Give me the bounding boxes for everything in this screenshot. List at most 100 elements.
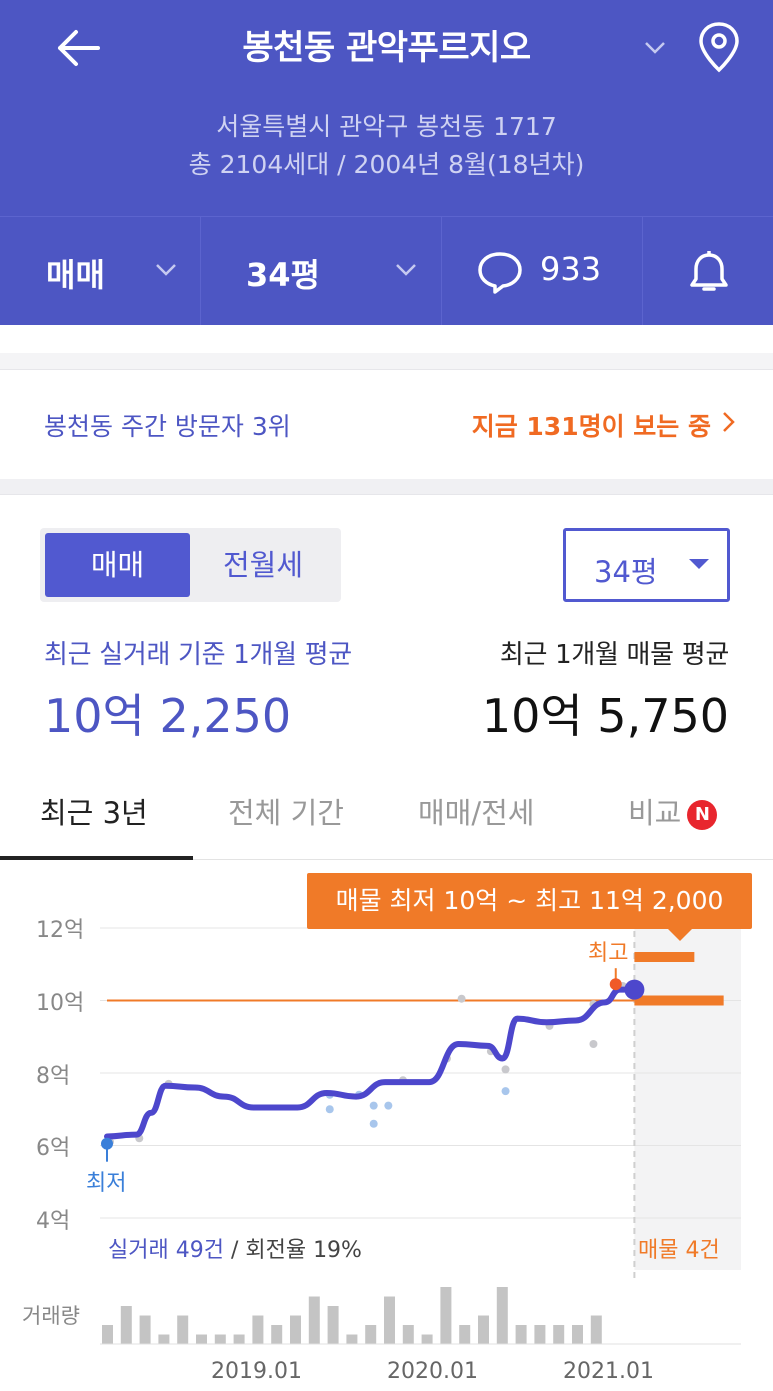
listing-count: 매물 4건 bbox=[638, 1238, 720, 1263]
recent-trade-value: 10억 2,250 bbox=[44, 689, 292, 743]
header-filter-bar: 매매 34평 933 bbox=[0, 216, 773, 326]
volume-bar bbox=[496, 1287, 508, 1344]
volume-bar bbox=[421, 1334, 433, 1344]
bell-icon bbox=[687, 249, 731, 299]
highest-label: 최고 bbox=[588, 941, 629, 966]
chevron-down-icon[interactable] bbox=[640, 34, 670, 62]
transaction-summary: 실거래 49건 / 회전율 19% bbox=[108, 1232, 362, 1264]
volume-bar bbox=[590, 1315, 602, 1344]
y-tick-4: 4억 bbox=[36, 1209, 71, 1234]
current-price-point bbox=[624, 979, 645, 1000]
trade-point bbox=[457, 994, 466, 1003]
caret-down-icon bbox=[689, 559, 709, 569]
trade-point bbox=[589, 1040, 598, 1048]
tab-sale-jeonse[interactable]: 매매/전세 bbox=[418, 796, 535, 830]
address-text: 서울특별시 관악구 봉천동 1717 bbox=[216, 112, 557, 141]
volume-bar bbox=[196, 1334, 207, 1344]
highest-point bbox=[609, 978, 622, 991]
app-header: 봉천동 관악푸르지오 서울특별시 관악구 봉천동 1717 총 2104세대 /… bbox=[0, 0, 773, 326]
section-divider bbox=[0, 479, 773, 495]
trade-point bbox=[501, 1065, 510, 1074]
deal-segment-control: 매매 전월세 bbox=[40, 528, 341, 602]
back-arrow-icon[interactable] bbox=[50, 22, 106, 74]
deal-type-dropdown[interactable]: 매매 bbox=[0, 217, 201, 326]
transaction-count: 실거래 49건 bbox=[108, 1238, 224, 1263]
deal-type-label: 매매 bbox=[46, 256, 105, 294]
visitor-rank: 봉천동 주간 방문자 3위 bbox=[44, 412, 291, 441]
volume-bar bbox=[158, 1334, 170, 1344]
listing-avg-caption: 최근 1개월 매물 평균 bbox=[499, 640, 729, 670]
volume-bar bbox=[459, 1325, 471, 1344]
volume-bar bbox=[308, 1296, 320, 1344]
trade-point bbox=[501, 1087, 510, 1096]
volume-bar bbox=[214, 1334, 226, 1344]
speech-bubble-icon bbox=[476, 249, 524, 299]
listing-zone-background bbox=[634, 920, 741, 1270]
volume-bar bbox=[290, 1315, 301, 1344]
volume-bar bbox=[233, 1334, 245, 1344]
tab-recent-3-years[interactable]: 최근 3년 bbox=[40, 796, 148, 830]
volume-bar bbox=[139, 1315, 151, 1344]
tab-all-period[interactable]: 전체 기간 bbox=[228, 796, 344, 830]
volume-bar bbox=[271, 1325, 283, 1344]
volume-bar bbox=[478, 1315, 489, 1344]
chevron-right-icon bbox=[721, 409, 737, 441]
volume-bar bbox=[384, 1296, 395, 1344]
trade-point bbox=[384, 1101, 393, 1110]
tab-compare-label: 비교 bbox=[628, 796, 682, 830]
size-dropdown[interactable]: 34평 bbox=[201, 217, 442, 326]
volume-bar bbox=[365, 1325, 377, 1344]
trade-point bbox=[325, 1105, 334, 1114]
tab-compare[interactable]: 비교 N bbox=[628, 790, 718, 832]
chevron-down-icon bbox=[392, 257, 420, 285]
size-select[interactable]: 34평 bbox=[563, 528, 730, 602]
size-select-label: 34평 bbox=[594, 555, 658, 589]
segment-sale[interactable]: 매매 bbox=[45, 533, 190, 597]
volume-bar bbox=[515, 1325, 527, 1344]
period-tabs: 최근 3년 전체 기간 매매/전세 비교 N bbox=[0, 770, 773, 860]
volume-bar bbox=[534, 1325, 546, 1344]
size-label: 34평 bbox=[246, 256, 320, 294]
live-viewers-link[interactable]: 지금 131명이 보는 중 bbox=[472, 407, 737, 443]
x-tick-2020: 2020.01 bbox=[387, 1359, 478, 1384]
new-badge: N bbox=[687, 800, 718, 830]
price-trend-line bbox=[104, 986, 638, 1140]
comments-button[interactable]: 933 bbox=[442, 217, 643, 326]
volume-bar bbox=[440, 1287, 452, 1344]
live-viewers-text: 지금 131명이 보는 중 bbox=[471, 412, 711, 441]
y-tick-10: 10억 bbox=[36, 991, 85, 1016]
notification-button[interactable] bbox=[643, 217, 773, 326]
volume-bar bbox=[553, 1325, 565, 1344]
y-tick-8: 8억 bbox=[36, 1064, 71, 1089]
complex-summary: 총 2104세대 / 2004년 8월(18년차) bbox=[188, 150, 585, 179]
volume-bar bbox=[102, 1325, 113, 1344]
price-chart[interactable]: 매물 최저 10억 ~ 최고 11억 2,000 12억 10억 8억 6억 4… bbox=[0, 861, 773, 1391]
volume-bar bbox=[402, 1325, 414, 1344]
volume-bar bbox=[177, 1315, 189, 1344]
x-tick-2021: 2021.01 bbox=[563, 1359, 654, 1384]
listing-price-bar bbox=[634, 952, 695, 962]
volume-bar bbox=[572, 1325, 583, 1344]
volume-bar bbox=[120, 1306, 132, 1344]
visitor-banner[interactable]: 봉천동 주간 방문자 3위 지금 131명이 보는 중 bbox=[0, 371, 773, 479]
listing-price-bar bbox=[634, 995, 724, 1006]
y-tick-12: 12억 bbox=[36, 918, 85, 943]
x-tick-2019: 2019.01 bbox=[211, 1359, 302, 1384]
lowest-point bbox=[101, 1137, 113, 1150]
tooltip-tail bbox=[668, 929, 692, 941]
volume-bar bbox=[346, 1334, 358, 1344]
recent-trade-caption: 최근 실거래 기준 1개월 평균 bbox=[44, 640, 352, 670]
listing-range-tooltip: 매물 최저 10억 ~ 최고 11억 2,000 bbox=[307, 873, 752, 929]
volume-bar bbox=[252, 1315, 264, 1344]
lowest-label: 최저 bbox=[86, 1171, 127, 1196]
chevron-down-icon bbox=[152, 257, 180, 285]
location-pin-icon[interactable] bbox=[694, 20, 744, 76]
section-divider bbox=[0, 325, 773, 370]
listing-avg-value: 10억 5,750 bbox=[481, 689, 729, 743]
volume-bar bbox=[327, 1306, 339, 1344]
segment-rent[interactable]: 전월세 bbox=[222, 548, 304, 582]
price-chart-canvas bbox=[100, 920, 741, 1345]
active-tab-indicator bbox=[0, 856, 193, 860]
trade-point bbox=[369, 1101, 378, 1110]
turnover-rate: / 회전율 19% bbox=[223, 1238, 362, 1263]
